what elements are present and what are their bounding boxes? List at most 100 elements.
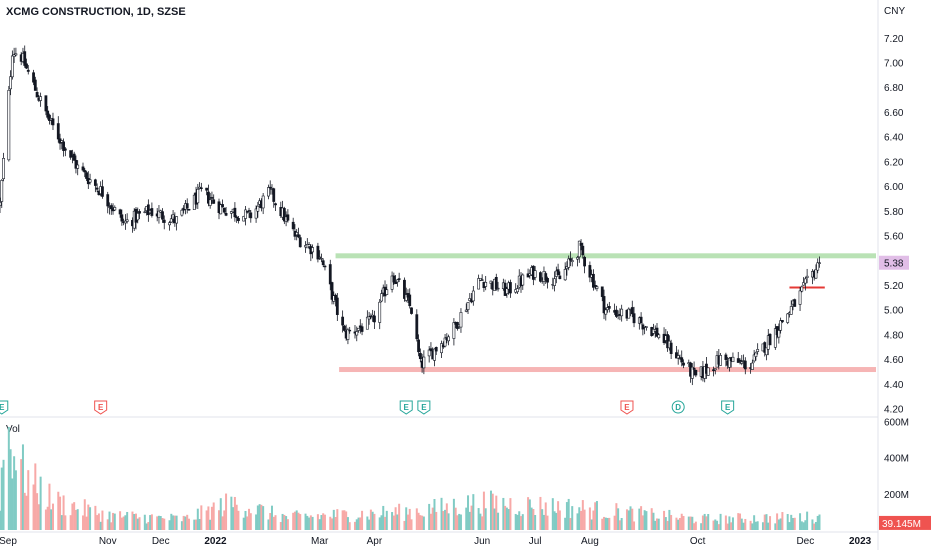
volume-bar — [46, 506, 49, 530]
candle-body — [494, 276, 498, 290]
volume-bar — [689, 516, 692, 530]
volume-bar — [371, 511, 374, 530]
volume-tick-label: 200M — [884, 490, 909, 501]
volume-bar — [269, 513, 272, 530]
candle-body — [125, 219, 129, 222]
volume-bar — [380, 515, 383, 530]
volume-bar — [484, 508, 487, 530]
candle-body — [724, 354, 728, 360]
volume-bar — [97, 513, 100, 530]
volume-bar — [308, 517, 311, 530]
candle-body — [443, 337, 447, 347]
candle-body — [676, 355, 680, 359]
volume-bar — [150, 514, 153, 530]
last-price-badge — [879, 255, 909, 270]
candle-body — [418, 352, 422, 360]
volume-bar — [256, 505, 259, 530]
candle-body — [261, 195, 265, 209]
volume-bar — [691, 516, 694, 530]
volume-bar — [666, 520, 669, 530]
candle-body — [756, 349, 760, 352]
volume-bar — [502, 497, 505, 530]
volume-bar — [712, 520, 715, 530]
candle-body — [577, 240, 581, 258]
volume-bar — [260, 504, 263, 530]
candle-body — [786, 313, 790, 323]
volume-bar — [514, 513, 517, 530]
volume-bar — [491, 493, 494, 530]
volume-bar — [145, 523, 148, 530]
volume-bar — [627, 510, 630, 530]
earnings-icon — [417, 400, 431, 415]
candle-body — [348, 329, 352, 332]
volume-bar — [422, 516, 425, 530]
candle-body — [556, 269, 560, 276]
volume-bar — [205, 510, 208, 530]
volume-bar — [359, 517, 362, 530]
volume-bar — [122, 516, 125, 530]
volume-bar — [285, 516, 288, 530]
volume-bar — [159, 516, 162, 530]
volume-bar — [369, 509, 372, 530]
volume-bar — [445, 503, 448, 530]
volume-bar — [249, 513, 252, 530]
volume-bar — [629, 506, 632, 530]
volume-bar — [212, 502, 215, 530]
volume-bar — [497, 512, 500, 530]
volume-bar — [0, 510, 1, 530]
candle-body — [546, 278, 549, 283]
candle-body — [180, 209, 184, 216]
event-label: E — [421, 403, 427, 412]
time-tick-label: Oct — [690, 536, 706, 547]
volume-bar — [641, 515, 644, 530]
candle-body — [93, 179, 97, 186]
volume-bar — [777, 519, 780, 530]
candle-body — [237, 218, 240, 222]
volume-bar — [608, 517, 611, 530]
volume-bar — [187, 518, 190, 530]
candle-body — [818, 262, 821, 264]
volume-bar — [299, 514, 302, 530]
volume-bar — [221, 516, 224, 530]
candle-body — [496, 287, 500, 290]
volume-bar — [207, 506, 210, 530]
volume-bar — [279, 521, 282, 530]
candle-body — [477, 278, 481, 290]
candle-body — [680, 357, 684, 363]
candle-body — [360, 326, 364, 332]
volume-bar — [680, 513, 683, 530]
volume-bar — [421, 515, 424, 530]
volume-bar — [643, 510, 646, 530]
volume-bar — [737, 513, 740, 530]
event-marker-earnings: E — [620, 400, 634, 415]
volume-bar — [382, 505, 385, 530]
candle-body — [12, 54, 16, 57]
volume-bar — [442, 511, 445, 530]
candle-body — [773, 328, 777, 348]
volume-bar — [182, 515, 185, 530]
time-tick-label: Nov — [99, 536, 117, 547]
candle-body — [268, 186, 272, 189]
candle-body — [581, 245, 585, 256]
volume-bar — [334, 517, 337, 530]
candle-body — [466, 302, 470, 310]
candle-body — [706, 367, 710, 376]
volume-bar — [742, 522, 745, 530]
volume-bar — [353, 521, 356, 530]
volume-bar — [447, 513, 450, 530]
volume-bar — [295, 510, 298, 530]
volume-bar — [283, 514, 286, 530]
candle-body — [516, 288, 519, 293]
candle-body — [120, 214, 124, 222]
volume-bar — [136, 518, 139, 530]
candle-body — [521, 274, 525, 286]
candle-body — [570, 260, 574, 263]
candle-body — [74, 159, 78, 169]
volume-bar — [306, 515, 309, 530]
candle-body — [694, 370, 698, 376]
candle-body — [10, 55, 14, 78]
volume-bar — [59, 496, 62, 530]
